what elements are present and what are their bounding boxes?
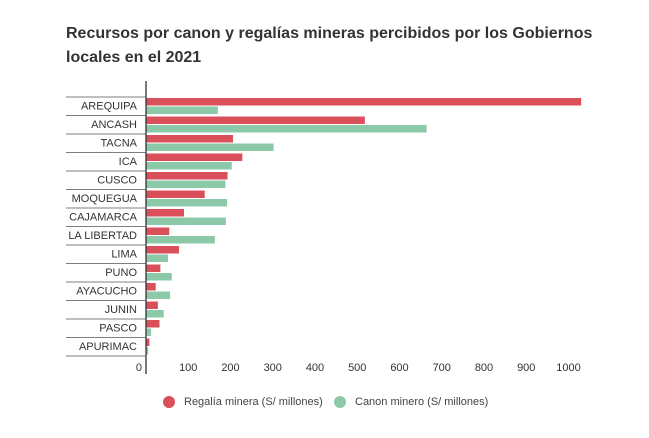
- x-tick-label: 700: [433, 362, 451, 374]
- bars-group: [146, 98, 582, 355]
- bar-canon: [146, 162, 232, 170]
- category-label: PUNO: [105, 267, 137, 279]
- x-tick-label: 800: [475, 362, 493, 374]
- category-label: LA LIBERTAD: [68, 230, 137, 242]
- category-label: ICA: [119, 156, 138, 168]
- bar-regalia: [146, 246, 179, 254]
- bar-regalia: [146, 116, 365, 124]
- category-label: JUNIN: [105, 304, 137, 316]
- x-tick-label: 500: [348, 362, 366, 374]
- x-tick-label: 400: [306, 362, 324, 374]
- bar-regalia: [146, 264, 161, 272]
- bar-canon: [146, 143, 274, 151]
- x-tick-label: 900: [517, 362, 535, 374]
- x-tick-label: 0: [136, 362, 142, 374]
- bar-canon: [146, 217, 226, 225]
- bar-canon: [146, 310, 164, 318]
- bar-regalia: [146, 320, 160, 328]
- bar-regalia: [146, 98, 582, 106]
- x-tick-label: 200: [221, 362, 239, 374]
- category-labels: AREQUIPA ANCASH TACNA ICA CUSCO MOQUEGUA CAJAM…: [68, 101, 137, 354]
- category-label: CAJAMARCA: [69, 212, 138, 224]
- bar-regalia: [146, 338, 150, 346]
- bar-canon: [146, 254, 168, 262]
- bar-regalia: [146, 209, 185, 217]
- bar-regalia: [146, 301, 158, 309]
- legend-label-regalia: Regalía minera (S/ millones): [184, 396, 323, 408]
- x-axis-tick-labels: 0 100 200 300 400 500 600 700 800 900 1000: [136, 362, 581, 374]
- x-tick-label: 100: [179, 362, 197, 374]
- legend-swatch-canon: [334, 396, 346, 408]
- category-label: AYACUCHO: [76, 286, 137, 298]
- x-tick-label: 1000: [556, 362, 580, 374]
- x-tick-label: 300: [264, 362, 282, 374]
- category-label: MOQUEGUA: [72, 193, 138, 205]
- legend-label-canon: Canon minero (S/ millones): [355, 396, 489, 408]
- legend-item-regalia: Regalía minera (S/ millones): [163, 396, 323, 408]
- category-label: TACNA: [101, 138, 138, 150]
- bar-regalia: [146, 153, 243, 161]
- bar-canon: [146, 180, 226, 188]
- category-label: AREQUIPA: [81, 101, 138, 113]
- chart-title: Recursos por canon y regalías mineras pe…: [66, 25, 593, 66]
- bar-regalia: [146, 135, 234, 143]
- bar-canon: [146, 347, 149, 355]
- bar-canon: [146, 125, 427, 133]
- bar-canon: [146, 199, 228, 207]
- bar-canon: [146, 236, 215, 244]
- bar-regalia: [146, 172, 228, 180]
- bar-canon: [146, 273, 172, 281]
- bar-canon: [146, 106, 218, 114]
- category-label: APURIMAC: [79, 341, 137, 353]
- legend: Regalía minera (S/ millones) Canon miner…: [0, 396, 649, 412]
- category-separators: [66, 96, 146, 357]
- bar-regalia: [146, 283, 156, 291]
- bar-canon: [146, 291, 171, 299]
- bar-regalia: [146, 227, 170, 235]
- category-label: PASCO: [99, 323, 137, 335]
- legend-item-canon: Canon minero (S/ millones): [334, 396, 488, 408]
- x-tick-label: 600: [390, 362, 408, 374]
- bar-regalia: [146, 190, 205, 198]
- category-label: ANCASH: [91, 119, 137, 131]
- bar-canon: [146, 328, 152, 336]
- category-label: LIMA: [111, 249, 137, 261]
- category-label: CUSCO: [97, 175, 137, 187]
- legend-swatch-regalia: [163, 396, 175, 408]
